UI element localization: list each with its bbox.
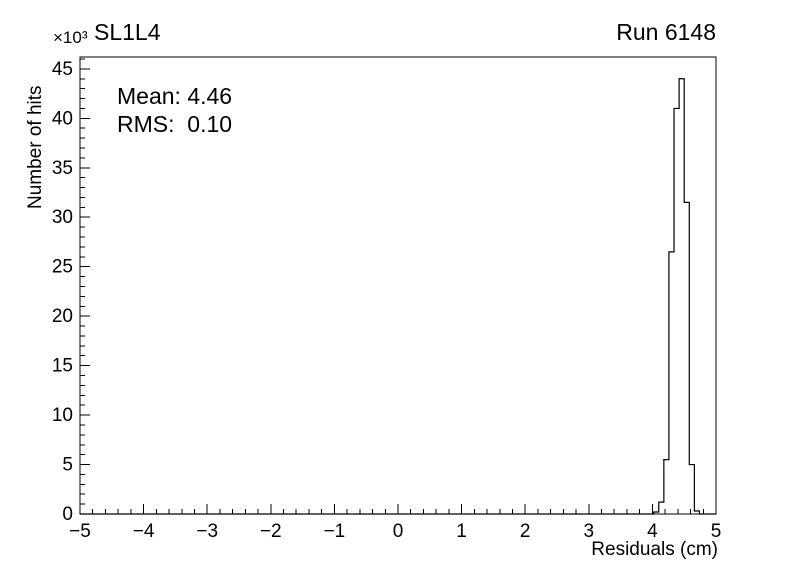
y-tick-label: 15 — [52, 356, 73, 377]
x-tick-label: −2 — [260, 521, 282, 542]
y-tick-label: 0 — [62, 504, 73, 525]
y-tick-label: 5 — [62, 455, 73, 476]
plot-title: SL1L4 — [94, 19, 161, 45]
x-tick-label: 4 — [647, 521, 658, 542]
y-tick-label: 25 — [52, 257, 73, 278]
stat-rms: RMS: 0.10 — [117, 111, 233, 137]
y-tick-label: 10 — [52, 405, 73, 426]
y-tick-label: 30 — [52, 207, 73, 228]
y-axis-multiplier: ×10³ — [53, 28, 88, 47]
y-tick-label: 45 — [52, 59, 73, 80]
x-tick-label: −3 — [196, 521, 218, 542]
x-tick-label: 5 — [711, 521, 722, 542]
x-tick-label: 1 — [456, 521, 467, 542]
y-tick-label: 20 — [52, 306, 73, 327]
x-tick-label: −1 — [324, 521, 346, 542]
x-tick-label: −5 — [69, 521, 91, 542]
histogram-line — [80, 78, 716, 515]
y-tick-label: 35 — [52, 158, 73, 179]
x-tick-label: 2 — [520, 521, 531, 542]
x-tick-label: 0 — [393, 521, 404, 542]
run-label: Run 6148 — [616, 19, 716, 45]
x-tick-label: −4 — [133, 521, 155, 542]
stat-mean: Mean: 4.46 — [117, 83, 233, 109]
y-axis-title: Number of hits — [25, 85, 46, 209]
x-tick-label: 3 — [584, 521, 595, 542]
x-axis-title: Residuals (cm) — [591, 539, 718, 560]
y-tick-label: 40 — [52, 108, 73, 129]
